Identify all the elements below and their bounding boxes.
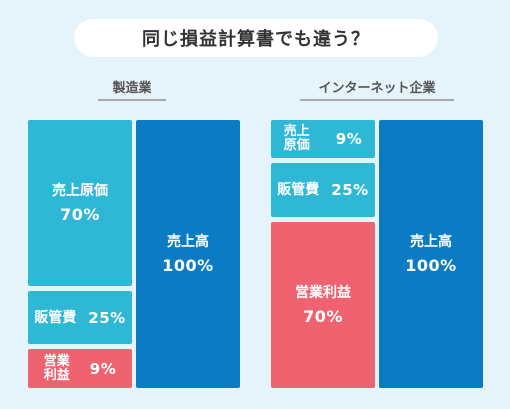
manufacturing-sales-label: 売上高 <box>167 233 209 250</box>
internet-operating-profit-percent: 70% <box>303 306 343 326</box>
internet-sales-percent: 100% <box>405 255 457 275</box>
manufacturing-cost-of-sales-block: 売上原価 70% <box>28 120 132 286</box>
internet-sales-label: 売上高 <box>410 233 452 250</box>
manufacturing-label: 製造業 <box>98 77 166 101</box>
manufacturing-sales-block: 売上高 100% <box>136 120 240 388</box>
manufacturing-sga-label: 販管費 <box>34 309 77 326</box>
manufacturing-sga-block: 販管費 25% <box>28 291 132 344</box>
internet-cost-of-sales-percent: 9% <box>335 130 363 148</box>
manufacturing-operating-profit-percent: 9% <box>89 359 117 378</box>
internet-label: インターネット企業 <box>300 77 454 101</box>
internet-sga-label: 販管費 <box>277 182 320 198</box>
internet-cost-of-sales-label-line1: 売上 <box>283 124 310 139</box>
internet-cost-of-sales-block: 売上 原価 9% <box>271 120 375 158</box>
internet-sga-percent: 25% <box>331 181 369 199</box>
manufacturing-operating-profit-label-line2: 利益 <box>43 367 70 383</box>
internet-operating-profit-label: 営業利益 <box>295 284 351 301</box>
manufacturing-cost-of-sales-label: 売上原価 <box>52 182 108 199</box>
internet-cost-of-sales-label-line2: 原価 <box>283 138 310 153</box>
manufacturing-operating-profit-block: 営業 利益 9% <box>28 349 132 388</box>
manufacturing-sga-percent: 25% <box>88 308 126 327</box>
page-title: 同じ損益計算書でも違う？ <box>74 19 438 57</box>
internet-sales-block: 売上高 100% <box>379 120 483 388</box>
internet-sga-block: 販管費 25% <box>271 163 375 217</box>
internet-operating-profit-block: 営業利益 70% <box>271 222 375 388</box>
manufacturing-sales-percent: 100% <box>162 255 214 275</box>
manufacturing-operating-profit-label-line1: 営業 <box>43 353 70 369</box>
manufacturing-cost-of-sales-percent: 70% <box>60 204 100 224</box>
